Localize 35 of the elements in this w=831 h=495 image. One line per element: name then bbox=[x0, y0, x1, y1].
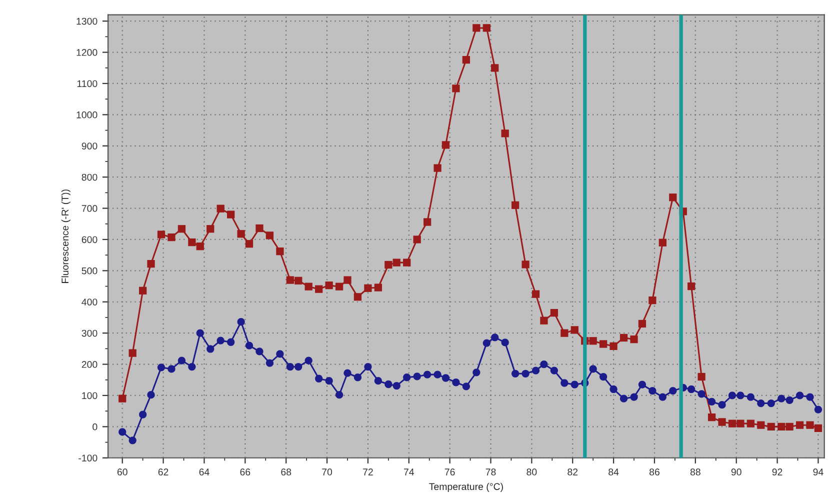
x-tick-label: 68 bbox=[281, 468, 292, 476]
x-tick-label: 88 bbox=[690, 468, 700, 476]
y-tick-label: 300 bbox=[82, 330, 98, 337]
y-tick-label: 800 bbox=[82, 174, 98, 181]
x-tick-label: 66 bbox=[240, 468, 250, 476]
y-tick-label: 200 bbox=[82, 361, 98, 368]
y-tick-label: 500 bbox=[82, 267, 98, 274]
y-tick-label: -100 bbox=[78, 454, 98, 462]
x-tick-label: 84 bbox=[608, 468, 619, 476]
x-tick-label: 76 bbox=[444, 468, 455, 476]
x-axis-title: Temperature (°C) bbox=[429, 482, 503, 492]
y-tick-label: 900 bbox=[82, 142, 98, 150]
x-tick-label: 78 bbox=[486, 468, 496, 476]
y-tick-label: 400 bbox=[82, 298, 98, 306]
y-tick-label: 1300 bbox=[76, 18, 98, 25]
x-tick-label: 64 bbox=[199, 468, 210, 476]
y-tick-label: 1100 bbox=[77, 80, 98, 88]
x-tick-label: 90 bbox=[731, 468, 742, 476]
x-tick-label: 86 bbox=[649, 468, 660, 476]
x-tick-label: 74 bbox=[404, 468, 414, 476]
y-tick-label: 100 bbox=[82, 392, 98, 400]
y-axis-title: Fluorescence (-R' (T)) bbox=[61, 190, 70, 283]
y-tick-label: 700 bbox=[82, 205, 98, 212]
x-tick-label: 92 bbox=[772, 468, 782, 476]
y-tick-label: 600 bbox=[82, 236, 98, 244]
x-tick-label: 60 bbox=[117, 468, 128, 476]
y-tick-label: 1000 bbox=[76, 111, 98, 118]
y-tick-label: 0 bbox=[92, 423, 98, 430]
x-tick-label: 70 bbox=[322, 468, 332, 476]
x-tick-label: 82 bbox=[568, 468, 578, 476]
x-tick-label: 94 bbox=[813, 468, 824, 476]
x-tick-label: 72 bbox=[363, 468, 373, 476]
y-tick-label: 1200 bbox=[76, 49, 98, 56]
x-tick-label: 62 bbox=[158, 468, 168, 476]
x-tick-label: 80 bbox=[526, 468, 537, 476]
